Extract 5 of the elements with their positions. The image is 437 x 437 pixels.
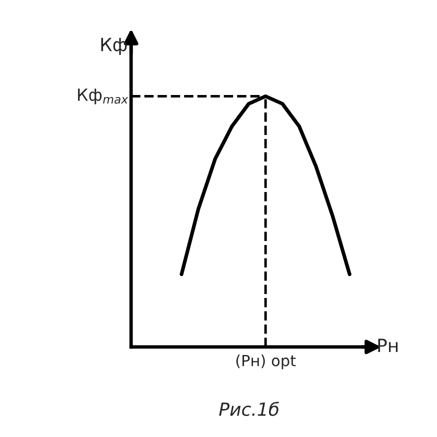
text: Рис.1б: [219, 402, 279, 416]
ref-line-label: Кф$_{max}$: [78, 88, 128, 104]
text: (Рн) opt: [236, 354, 296, 370]
x-axis-title: Рн: [378, 338, 398, 352]
y-axis-title: Кф: [101, 38, 127, 55]
